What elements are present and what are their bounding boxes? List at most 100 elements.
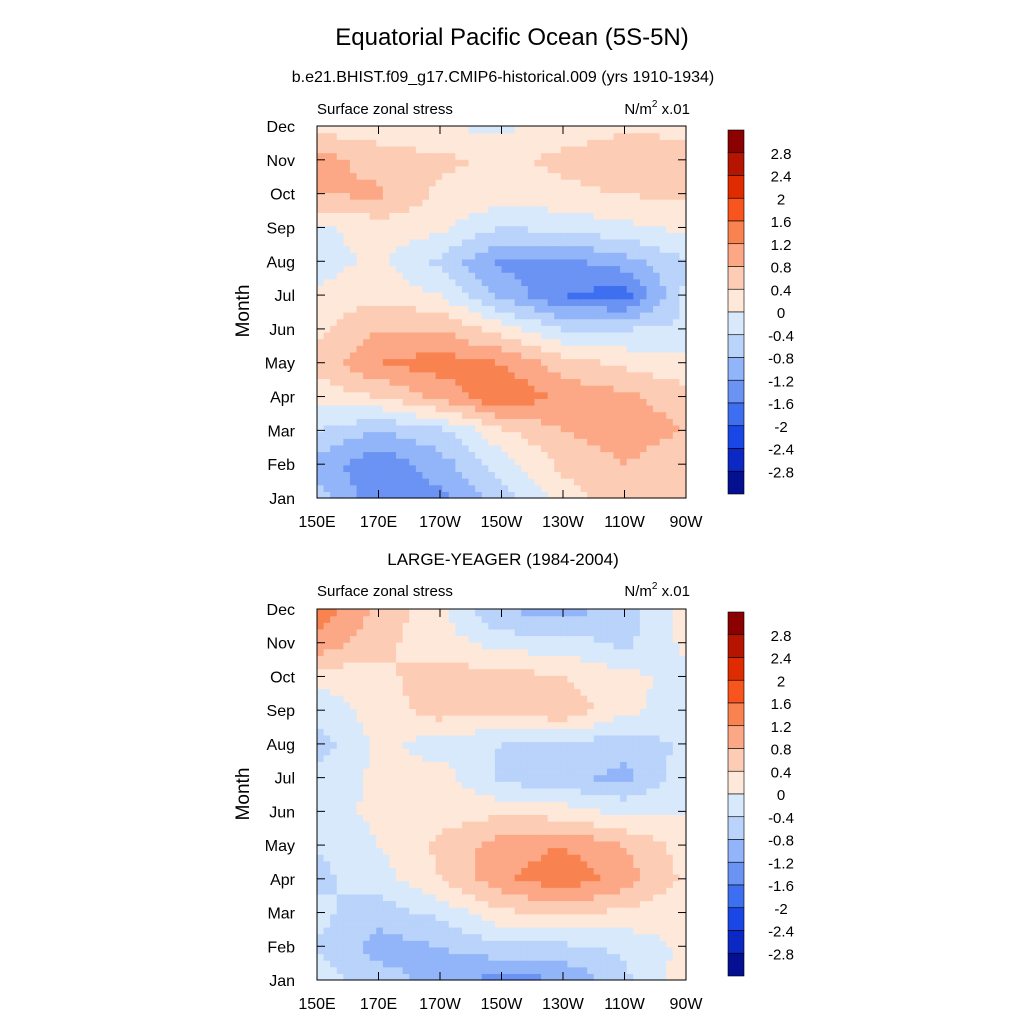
contour-cell <box>415 933 424 941</box>
contour-cell <box>435 252 443 260</box>
contour-cell <box>567 867 575 875</box>
contour-cell <box>343 331 351 340</box>
contour-cell <box>409 478 417 486</box>
contour-cell <box>494 880 503 888</box>
contour-cell <box>593 179 601 187</box>
contour-cell <box>653 807 661 815</box>
contour-cell <box>349 145 358 154</box>
contour-cell <box>349 907 358 915</box>
contour-cell <box>409 946 417 955</box>
contour-cell <box>494 165 503 174</box>
contour-cell <box>415 893 424 902</box>
contour-cell <box>508 358 516 366</box>
contour-cell <box>567 431 575 439</box>
contour-cell <box>336 152 344 160</box>
contour-cell <box>396 258 404 267</box>
contour-cell <box>409 913 417 921</box>
contour-cell <box>606 139 615 147</box>
contour-cell <box>573 331 582 340</box>
contour-cell <box>435 933 443 941</box>
contour-cell <box>501 478 509 486</box>
contour-cell <box>330 325 338 333</box>
contour-cell <box>336 438 344 446</box>
contour-cell <box>376 953 384 961</box>
contour-cell <box>369 478 377 486</box>
contour-cell <box>560 358 568 366</box>
contour-cell <box>442 794 450 802</box>
contour-cell <box>402 458 410 466</box>
contour-cell <box>323 305 331 313</box>
contour-cell <box>587 920 595 928</box>
contour-cell <box>679 298 687 306</box>
contour-cell <box>527 794 536 802</box>
contour-cell <box>573 185 582 194</box>
contour-cell <box>580 827 588 835</box>
contour-cell <box>541 946 549 955</box>
contour-cell <box>613 458 621 466</box>
contour-cell <box>396 927 404 935</box>
contour-cell <box>396 787 404 796</box>
contour-cell <box>527 272 536 280</box>
contour-cell <box>653 966 661 974</box>
contour-cell <box>606 411 615 419</box>
contour-cell <box>593 172 601 180</box>
contour-cell <box>488 768 496 776</box>
contour-cell <box>435 424 443 433</box>
contour-cell <box>600 265 608 273</box>
contour-cell <box>415 471 424 479</box>
contour-cell <box>521 351 529 360</box>
contour-cell <box>448 821 456 829</box>
contour-cell <box>376 827 384 835</box>
contour-cell <box>330 940 338 948</box>
contour-cell <box>560 172 568 180</box>
contour-cell <box>422 179 430 187</box>
contour-cell <box>639 371 648 380</box>
contour-cell <box>422 893 430 902</box>
contour-cell <box>429 814 437 822</box>
contour-cell <box>455 966 463 974</box>
contour-cell <box>455 431 463 439</box>
contour-cell <box>356 165 364 174</box>
contour-cell <box>429 893 437 902</box>
panel-2-units-base: N/m <box>624 583 652 600</box>
contour-cell <box>448 132 456 140</box>
contour-cell <box>659 132 667 140</box>
contour-cell <box>422 458 430 466</box>
contour-cell <box>402 338 410 346</box>
contour-cell <box>573 365 582 373</box>
contour-cell <box>461 907 470 915</box>
contour-cell <box>415 365 424 373</box>
contour-cell <box>343 424 351 433</box>
contour-cell <box>514 371 522 380</box>
contour-cell <box>527 913 536 921</box>
contour-cell <box>587 365 595 373</box>
contour-cell <box>620 920 628 928</box>
contour-cell <box>521 252 529 260</box>
contour-cell <box>369 232 377 240</box>
contour-cell <box>415 232 424 240</box>
contour-cell <box>349 458 358 466</box>
contour-cell <box>448 834 456 842</box>
contour-cell <box>336 431 344 439</box>
contour-cell <box>620 139 628 147</box>
contour-cell <box>481 172 489 180</box>
contour-cell <box>600 378 608 386</box>
contour-cell <box>376 132 384 140</box>
contour-cell <box>633 159 641 167</box>
contour-cell <box>336 258 344 267</box>
contour-cell <box>488 238 496 247</box>
contour-cell <box>461 860 470 868</box>
contour-cell <box>382 238 391 247</box>
contour-cell <box>475 159 483 167</box>
contour-cell <box>626 338 634 346</box>
contour-cell <box>606 927 615 935</box>
contour-cell <box>382 491 391 499</box>
contour-cell <box>376 940 384 948</box>
contour-cell <box>560 880 568 888</box>
contour-cell <box>317 398 325 406</box>
contour-cell <box>323 438 331 446</box>
contour-cell <box>679 444 687 453</box>
contour-cell <box>382 920 391 928</box>
contour-cell <box>448 205 456 213</box>
contour-cell <box>481 900 489 908</box>
